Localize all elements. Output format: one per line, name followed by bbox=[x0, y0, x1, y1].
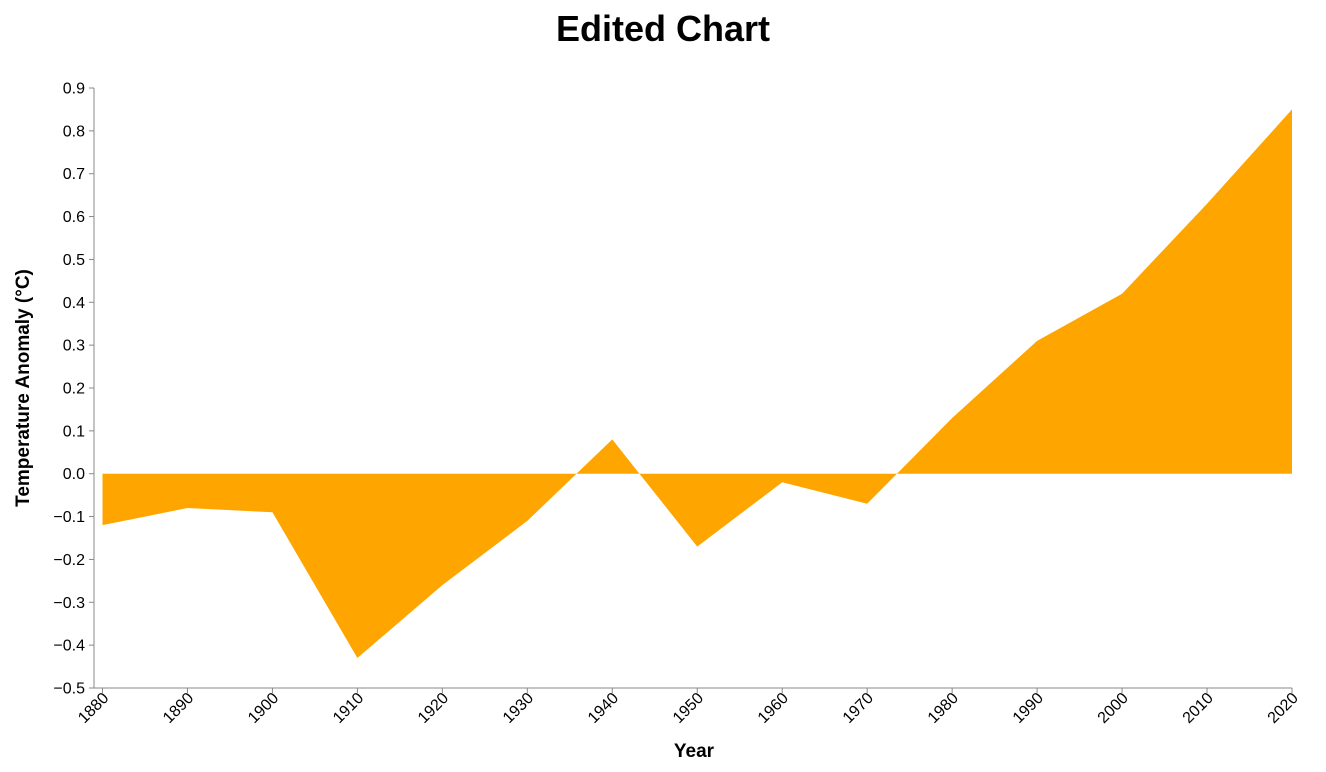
y-tick-label: 0.2 bbox=[63, 381, 85, 398]
x-tick-label: 2020 bbox=[1265, 690, 1302, 727]
x-tick-label: 1990 bbox=[1010, 690, 1047, 727]
y-tick-label: 0.1 bbox=[63, 423, 85, 440]
x-tick-label: 2010 bbox=[1180, 690, 1217, 727]
y-tick-label: 0.3 bbox=[63, 338, 85, 355]
y-tick-label: 0.4 bbox=[63, 295, 85, 312]
x-tick-label: 1970 bbox=[840, 690, 877, 727]
y-tick-label: 0.0 bbox=[63, 466, 85, 483]
x-tick-label: 2000 bbox=[1095, 690, 1132, 727]
y-tick-label: −0.2 bbox=[53, 552, 85, 569]
x-tick-label: 1940 bbox=[585, 690, 622, 727]
y-tick-label: −0.4 bbox=[53, 638, 85, 655]
x-tick-label: 1930 bbox=[500, 690, 537, 727]
x-tick-label: 1960 bbox=[755, 690, 792, 727]
x-tick-label: 1910 bbox=[330, 690, 367, 727]
y-tick-label: −0.3 bbox=[53, 595, 85, 612]
y-tick-label: −0.5 bbox=[53, 681, 85, 698]
y-axis-title: Temperature Anomaly (°C) bbox=[13, 269, 34, 507]
x-tick-label: 1900 bbox=[245, 690, 282, 727]
y-tick-label: 0.7 bbox=[63, 166, 85, 183]
y-tick-label: 0.9 bbox=[63, 81, 85, 98]
x-tick-label: 1920 bbox=[415, 690, 452, 727]
y-tick-label: 0.5 bbox=[63, 252, 85, 269]
y-tick-label: −0.1 bbox=[53, 509, 85, 526]
x-tick-label: 1890 bbox=[160, 690, 197, 727]
area-layer bbox=[102, 109, 1292, 658]
y-tick-label: 0.8 bbox=[63, 123, 85, 140]
x-tick-label: 1950 bbox=[670, 690, 707, 727]
x-axis-title: Year bbox=[674, 741, 715, 762]
chart-title: Edited Chart bbox=[555, 8, 770, 49]
series-area bbox=[102, 109, 1292, 658]
y-tick-label: 0.6 bbox=[63, 209, 85, 226]
x-tick-label: 1980 bbox=[925, 690, 962, 727]
